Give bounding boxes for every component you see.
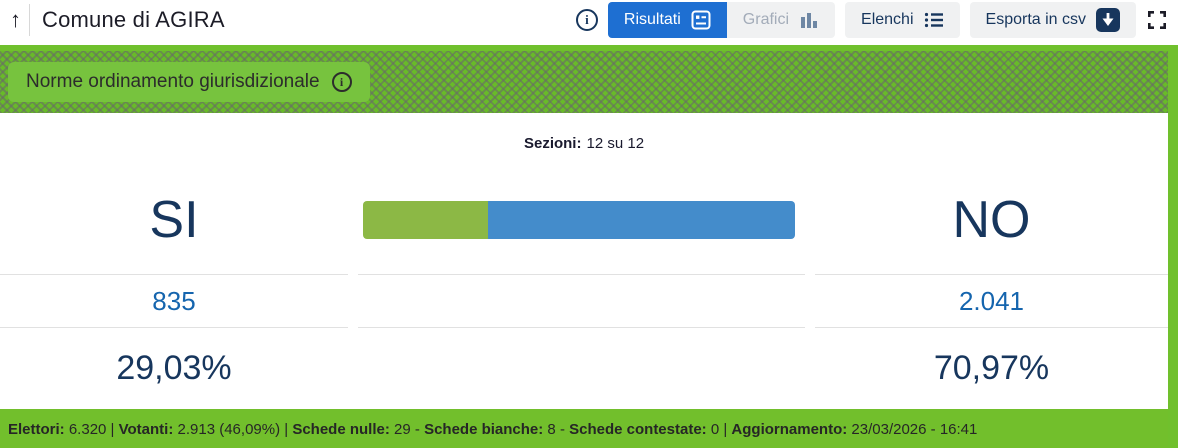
tab-risultati-label: Risultati	[623, 11, 681, 28]
question-info-icon[interactable]: i	[331, 72, 352, 92]
question-banner: Norme ordinamento giurisdizionale i	[0, 45, 1168, 113]
footer-segment: Elettori: 6.320 |	[8, 421, 119, 438]
sections-value: 12 su 12	[586, 135, 645, 152]
footer-segment: Schede nulle: 29 -	[292, 421, 425, 438]
header-toolbar: i Risultati Grafici	[575, 2, 1168, 38]
download-icon	[1096, 8, 1120, 32]
no-answer-label: NO	[952, 191, 1031, 249]
view-tab-group: Risultati Grafici	[607, 2, 836, 38]
question-title: Norme ordinamento giurisdizionale	[26, 71, 320, 92]
header-divider	[29, 4, 30, 36]
tab-risultati[interactable]: Risultati	[607, 2, 727, 38]
bar-no	[488, 201, 795, 239]
no-percent: 70,97%	[933, 349, 1050, 387]
tab-grafici-label: Grafici	[742, 11, 790, 28]
list-icon	[924, 11, 944, 29]
bar-chart-icon	[799, 10, 819, 30]
tab-esporta-csv-label: Esporta in csv	[985, 11, 1086, 28]
tab-elenchi-label: Elenchi	[861, 11, 914, 28]
bar-yes	[363, 201, 489, 239]
results-content: Sezioni: 12 su 12 SI NO 835 2.041	[0, 113, 1168, 409]
footer-segment: Votanti: 2.913 (46,09%) |	[118, 421, 293, 438]
header: ↑ Comune di AGIRA i Risultati Grafici	[0, 0, 1184, 40]
votes-row: 835 2.041	[0, 274, 1168, 327]
sections-counter: Sezioni: 12 su 12	[0, 113, 1168, 166]
footer-segment: Schede contestate: 0 |	[569, 421, 732, 438]
yes-percent-cell: 29,03%	[0, 327, 348, 409]
stats-footer: Elettori: 6.320 | Votanti: 2.913 (46,09%…	[0, 409, 1168, 448]
yes-percent: 29,03%	[116, 349, 232, 387]
no-votes: 2.041	[958, 285, 1025, 316]
votes-spacer-cell	[358, 274, 805, 327]
yes-votes-cell: 835	[0, 274, 348, 327]
yes-answer-cell: SI	[0, 166, 348, 274]
tab-elenchi[interactable]: Elenchi	[845, 2, 960, 38]
percentage-bar-cell	[358, 166, 805, 274]
answers-row: SI NO	[0, 166, 1168, 274]
results-board: Norme ordinamento giurisdizionale i Sezi…	[0, 45, 1178, 448]
yes-answer-label: SI	[149, 191, 199, 249]
percent-spacer-cell	[358, 327, 805, 409]
back-up-arrow-icon[interactable]: ↑	[10, 7, 21, 32]
results-board-icon	[691, 10, 711, 30]
tab-esporta-csv[interactable]: Esporta in csv	[969, 2, 1136, 38]
fullscreen-icon[interactable]	[1146, 11, 1168, 29]
no-answer-cell: NO	[815, 166, 1168, 274]
page-title: Comune di AGIRA	[42, 7, 225, 32]
no-votes-cell: 2.041	[815, 274, 1168, 327]
question-label: Norme ordinamento giurisdizionale i	[8, 62, 370, 102]
info-icon[interactable]: i	[575, 9, 598, 31]
no-percent-cell: 70,97%	[815, 327, 1168, 409]
percent-row: 29,03% 70,97%	[0, 327, 1168, 409]
footer-segment: Schede bianche: 8 -	[424, 421, 570, 438]
sections-label: Sezioni:	[523, 135, 582, 152]
footer-segment: Aggiornamento: 23/03/2026 - 16:41	[731, 421, 978, 438]
tab-grafici[interactable]: Grafici	[726, 2, 836, 38]
percentage-bar	[363, 201, 795, 239]
yes-votes: 835	[152, 285, 196, 316]
